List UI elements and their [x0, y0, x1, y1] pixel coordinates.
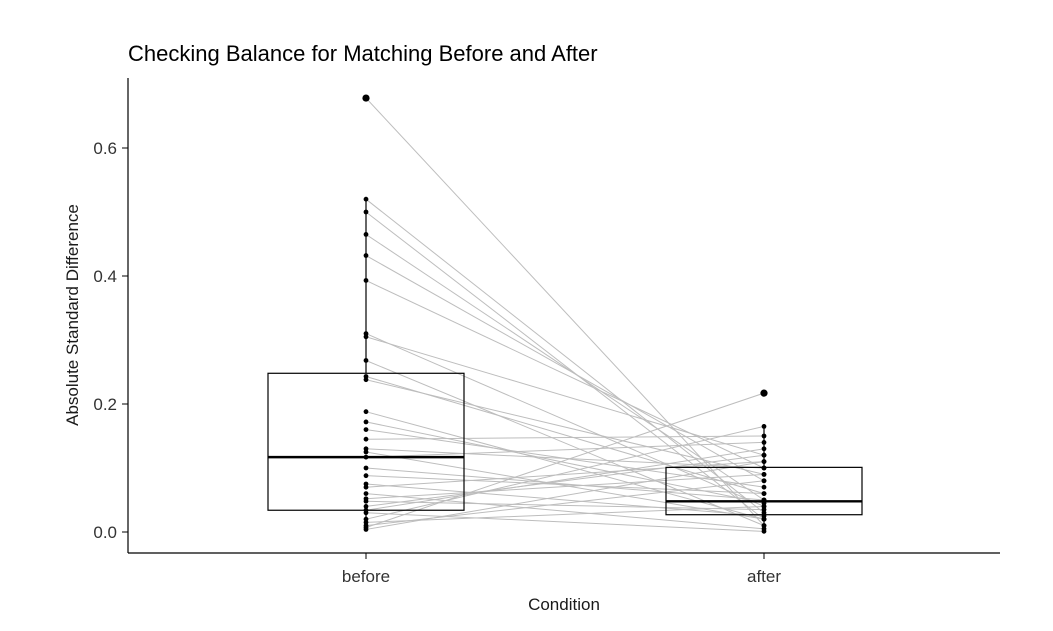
point-before — [363, 498, 369, 504]
point-after — [761, 478, 767, 484]
pair-line — [365, 421, 765, 504]
point-before — [363, 449, 369, 455]
point-before — [363, 278, 369, 283]
pair-line — [365, 473, 765, 500]
x-axis: before after — [128, 552, 1000, 586]
point-after — [761, 491, 767, 496]
pair-line — [365, 448, 765, 469]
point-after — [761, 440, 767, 445]
point-before — [363, 510, 369, 516]
pair-lines — [365, 97, 765, 532]
pair-line — [365, 198, 765, 514]
data-points — [363, 95, 767, 534]
point-before — [363, 504, 369, 509]
point-after — [761, 452, 767, 458]
pair-line — [365, 461, 765, 530]
pair-line — [365, 360, 765, 527]
point-before — [363, 454, 369, 460]
point-before — [363, 473, 369, 479]
pair-line — [365, 441, 765, 458]
point-after — [761, 465, 767, 471]
x-tick-label: before — [342, 567, 390, 586]
pair-line — [365, 512, 765, 532]
point-after — [761, 528, 767, 534]
y-tick-label: 0.2 — [93, 395, 117, 414]
pair-line — [365, 336, 765, 456]
point-before — [363, 358, 369, 363]
point-before — [363, 377, 369, 383]
pair-line — [365, 97, 765, 526]
point-before — [363, 196, 369, 202]
point-before — [363, 209, 369, 215]
point-before — [363, 334, 369, 340]
y-axis-label: Absolute Standard Difference — [63, 204, 82, 426]
y-tick-label: 0.4 — [93, 267, 117, 286]
point-before — [363, 465, 369, 471]
point-before — [363, 409, 369, 415]
pair-line — [365, 505, 765, 523]
point-before — [363, 419, 369, 425]
point-after — [761, 459, 767, 464]
pair-line — [365, 500, 765, 511]
plot-area — [267, 94, 863, 534]
pair-line — [365, 448, 765, 511]
pair-line — [365, 376, 765, 495]
point-after — [761, 424, 767, 429]
point-before — [363, 484, 369, 490]
pair-line — [365, 493, 765, 530]
pair-line — [365, 475, 765, 495]
pair-line — [365, 255, 765, 482]
point-before — [363, 527, 369, 532]
point-after — [761, 504, 767, 509]
x-tick-label: after — [747, 567, 781, 586]
y-tick-label: 0.6 — [93, 139, 117, 158]
pair-line — [365, 467, 765, 501]
point-after — [761, 390, 767, 396]
point-before — [363, 253, 369, 258]
x-axis-label: Condition — [528, 595, 600, 614]
chart-title: Checking Balance for Matching Before and… — [128, 41, 598, 66]
point-after — [761, 433, 767, 439]
point-after — [761, 497, 767, 503]
point-before — [363, 436, 369, 442]
pair-line — [365, 435, 765, 440]
y-axis: 0.0 0.2 0.4 0.6 — [93, 78, 129, 553]
pair-line — [365, 233, 765, 501]
y-tick-label: 0.0 — [93, 523, 117, 542]
pair-line — [365, 211, 765, 520]
point-before — [363, 232, 369, 237]
point-after — [761, 446, 767, 452]
pair-line — [365, 461, 765, 488]
pair-line — [365, 392, 765, 528]
pair-line — [365, 454, 765, 507]
point-before — [363, 95, 369, 101]
point-after — [761, 484, 767, 490]
point-after — [761, 472, 767, 477]
point-before — [363, 491, 369, 496]
pair-line — [365, 425, 765, 520]
point-before — [363, 427, 369, 432]
pair-line — [365, 483, 765, 517]
point-after — [761, 513, 767, 519]
